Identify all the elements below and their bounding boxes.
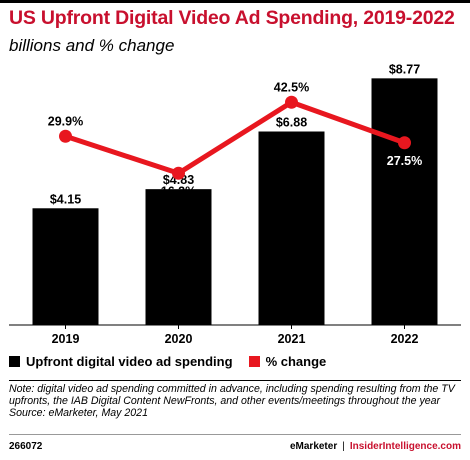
change-line xyxy=(64,99,406,176)
legend-swatch-line xyxy=(248,356,260,367)
legend-label-change: % change xyxy=(265,354,327,369)
change-point-2019 xyxy=(59,129,72,143)
legend: Upfront digital video ad spending % chan… xyxy=(9,354,342,369)
change-point-2020 xyxy=(172,166,185,180)
legend-swatch-bar xyxy=(9,356,20,367)
line-series: 29.9% 16.2% 42.5% 27.5% xyxy=(48,80,422,198)
note-block: Note: digital video ad spending committe… xyxy=(9,383,461,420)
x-tick-label-2021: 2021 xyxy=(278,332,306,346)
change-label-2020: 16.2% xyxy=(161,184,196,198)
bar-2020 xyxy=(145,189,212,325)
bar-2019 xyxy=(32,208,99,325)
change-point-2022 xyxy=(398,136,411,150)
bar-label-2022: $8.77 xyxy=(389,62,420,76)
x-tick-label-2019: 2019 xyxy=(52,332,80,346)
brand-separator: | xyxy=(342,441,345,452)
brand-insiderintelligence: InsiderIntelligence.com xyxy=(349,441,461,452)
chart-id: 266072 xyxy=(9,441,43,452)
footer-brand: eMarketer | InsiderIntelligence.com xyxy=(290,441,461,452)
change-label-2022: 27.5% xyxy=(387,154,422,168)
change-label-2021: 42.5% xyxy=(274,80,309,94)
note-divider xyxy=(9,380,461,381)
x-tick-label-2020: 2020 xyxy=(165,332,193,346)
legend-label-spending: Upfront digital video ad spending xyxy=(26,354,233,369)
chart-subtitle: billions and % change xyxy=(9,36,175,55)
chart-title: US Upfront Digital Video Ad Spending, 20… xyxy=(9,7,455,29)
bar-2022 xyxy=(371,78,438,325)
bar-label-2021: $6.88 xyxy=(276,116,307,130)
change-point-2021 xyxy=(285,95,298,109)
bar-label-2020: $4.83 xyxy=(163,173,194,187)
bar-2021 xyxy=(258,131,325,325)
chart-plot: $4.15 $4.83 $6.88 $8.77 29.9% 16.2% 42.5% 27.5… xyxy=(9,62,461,346)
brand-emarketer: eMarketer xyxy=(289,441,338,452)
x-tick-label-2022: 2022 xyxy=(391,332,419,346)
top-rule xyxy=(0,0,470,3)
source-text: Source: eMarketer, May 2021 xyxy=(9,407,148,420)
legend-item-change: % change xyxy=(248,354,327,369)
legend-item-spending: Upfront digital video ad spending xyxy=(9,354,233,369)
footer-divider xyxy=(9,434,461,435)
change-label-2019: 29.9% xyxy=(48,114,83,128)
bar-label-2019: $4.15 xyxy=(50,192,81,206)
note-text: Note: digital video ad spending committe… xyxy=(9,383,455,408)
bar-series: $4.15 $4.83 $6.88 $8.77 xyxy=(32,62,438,325)
x-axis-ticks: 2019 2020 2021 2022 xyxy=(52,325,419,346)
